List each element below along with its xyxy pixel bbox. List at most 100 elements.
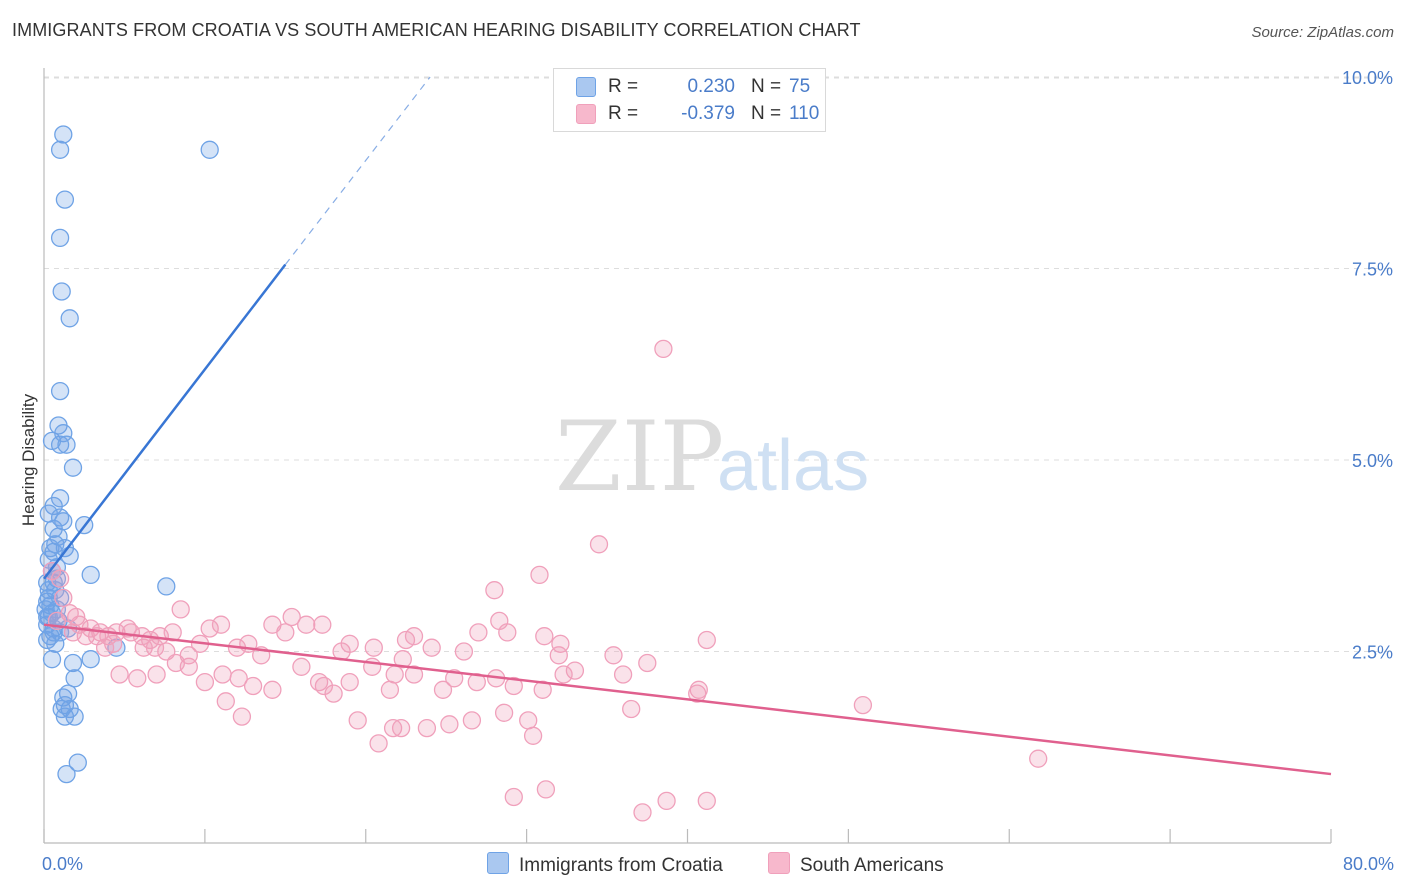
south-american-point: [504, 676, 523, 696]
south-american-point: [535, 627, 554, 646]
croatia-point: [55, 190, 75, 209]
chart-title: IMMIGRANTS FROM CROATIA VS SOUTH AMERICA…: [12, 20, 861, 40]
croatia-point: [55, 707, 75, 726]
south-american-point: [654, 339, 673, 359]
croatia-point: [50, 381, 70, 401]
bottom-legend-south-americans: South Americans: [768, 852, 944, 877]
south-american-point: [313, 615, 332, 634]
y-tick-label-3: 10.0%: [1342, 68, 1393, 88]
croatia-point: [54, 125, 73, 144]
south-american-point: [422, 638, 441, 657]
croatia-point: [42, 650, 62, 669]
croatia-point: [63, 458, 83, 477]
watermark: ZIP atlas: [555, 401, 869, 513]
croatia-point: [81, 650, 100, 669]
south-american-point: [213, 665, 232, 684]
south-american-point: [549, 646, 568, 665]
croatia-point: [63, 653, 83, 673]
south-american-point: [613, 665, 633, 684]
south-american-point: [314, 676, 334, 696]
croatia-point: [39, 588, 58, 608]
south-american-point: [589, 535, 609, 554]
legend-r-value: -0.379: [681, 103, 735, 124]
croatia-point: [50, 228, 70, 248]
south-american-point: [440, 715, 459, 734]
croatia-point: [44, 623, 63, 642]
south-american-point: [292, 657, 311, 676]
south-american-point: [195, 672, 215, 692]
south-american-point: [638, 653, 657, 673]
south-american-point: [340, 634, 359, 653]
correlation-legend: R = 0.230 N = 75 R = -0.379 N = 110: [553, 68, 826, 132]
south-american-point: [533, 680, 552, 699]
south-american-point: [232, 707, 252, 726]
legend-r-label: R =: [608, 103, 639, 124]
south-american-point: [263, 680, 282, 699]
croatia-point: [57, 435, 76, 454]
bottom-legend-swatch-south-americans: [768, 852, 790, 874]
y-axis-label: Hearing Disability: [19, 393, 38, 526]
south-american-point: [445, 669, 464, 688]
croatia-trend-extension: [284, 76, 431, 266]
south-american-point: [498, 623, 517, 642]
south-american-point: [340, 672, 359, 692]
south-american-point: [121, 623, 141, 642]
south-american-point: [54, 588, 73, 608]
south-american-point: [485, 581, 504, 600]
south-american-point: [1029, 749, 1048, 768]
south-american-point: [211, 615, 231, 634]
south-american-point: [171, 600, 190, 619]
x-tick-label-1: 80.0%: [1343, 854, 1394, 874]
south-american-point: [467, 672, 486, 692]
south-american-point: [622, 699, 641, 719]
croatia-point: [57, 764, 76, 784]
south-american-point: [110, 665, 129, 684]
legend-n-value: 110: [789, 103, 820, 124]
trend-lines: [43, 76, 1332, 776]
south-american-point: [404, 665, 424, 684]
south-american-point: [697, 630, 716, 650]
south-american-point: [462, 711, 482, 730]
south-american-point: [348, 711, 367, 730]
south-american-point: [433, 680, 453, 699]
bottom-legend-label-south-americans: South Americans: [800, 855, 944, 876]
watermark-atlas: atlas: [717, 426, 869, 506]
croatia-point: [50, 435, 70, 454]
south-american-trend-line: [43, 623, 1332, 776]
grid-lines: [44, 76, 1392, 652]
croatia-point: [52, 282, 71, 301]
south-american-point: [393, 650, 412, 669]
y-tick-label-1: 5.0%: [1352, 451, 1393, 471]
south-american-point: [523, 726, 543, 745]
south-american-point: [688, 684, 707, 703]
legend-swatch-south-americans: [576, 104, 596, 124]
south-american-point: [504, 787, 523, 807]
y-tick-label-0: 2.5%: [1352, 643, 1393, 663]
south-american-point: [417, 718, 437, 738]
south-american-point: [380, 680, 400, 699]
croatia-point: [65, 707, 84, 726]
croatia-point: [54, 424, 73, 443]
croatia-point: [60, 309, 79, 328]
south-american-point: [276, 623, 295, 642]
bottom-legend-croatia: Immigrants from Croatia: [487, 852, 723, 877]
south-american-point: [128, 669, 147, 688]
data-points: [36, 125, 1048, 822]
south-american-point: [95, 638, 115, 657]
south-american-point: [565, 661, 585, 680]
legend-n-label: N =: [751, 76, 782, 97]
south-american-point: [551, 634, 570, 653]
croatia-point: [46, 634, 65, 653]
south-american-point: [404, 627, 424, 646]
south-american-point: [391, 718, 411, 738]
south-american-point: [697, 791, 716, 811]
south-american-point: [554, 665, 573, 684]
south-american-point: [494, 703, 514, 722]
bottom-legend-swatch-croatia: [487, 852, 509, 874]
south-american-point: [243, 676, 263, 696]
south-american-point: [364, 638, 383, 657]
legend-swatch-croatia: [576, 77, 596, 97]
south-american-point: [604, 646, 623, 665]
legend-r-value: 0.230: [687, 76, 735, 97]
